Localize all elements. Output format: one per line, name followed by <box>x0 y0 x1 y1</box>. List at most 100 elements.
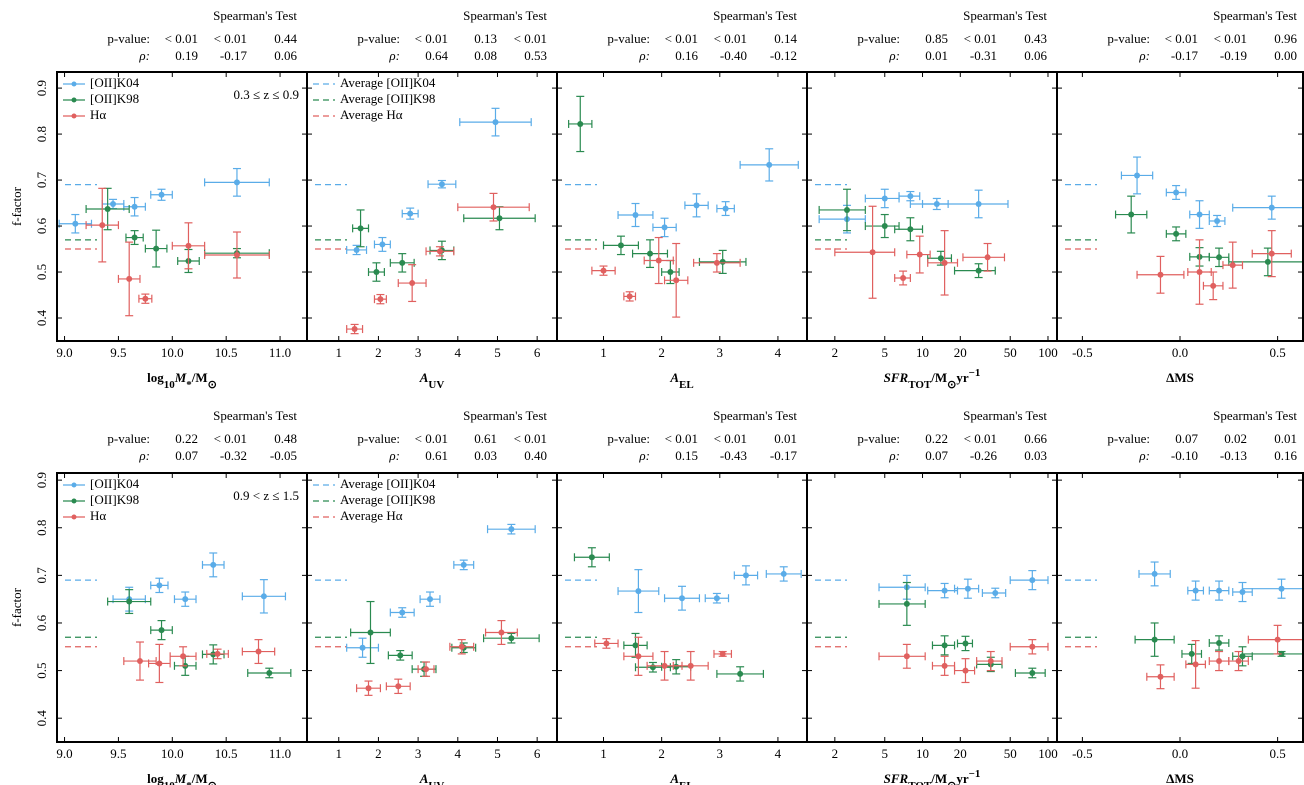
plot-area <box>565 547 802 682</box>
x-label-part: log <box>147 771 164 785</box>
point <box>158 191 165 198</box>
stats-title: Spearman's Test <box>213 8 297 23</box>
point <box>496 215 503 222</box>
x-tick-label: 20 <box>954 746 967 761</box>
p-value: < 0.01 <box>514 431 547 446</box>
point <box>900 275 907 282</box>
point <box>687 662 694 669</box>
p-value: 0.61 <box>474 431 497 446</box>
rho-value: -0.40 <box>720 48 747 63</box>
point <box>1264 258 1271 265</box>
legend-marker <box>71 113 77 119</box>
point <box>427 596 434 603</box>
point <box>1029 669 1036 676</box>
y-tick-label: 0.4 <box>34 710 49 727</box>
stats-title: Spearman's Test <box>713 8 797 23</box>
y-tick-label: 0.4 <box>34 309 49 326</box>
p-value: 0.85 <box>925 31 948 46</box>
point <box>1210 282 1217 289</box>
x-label-part: ⊙ <box>208 780 217 785</box>
rho-value: 0.15 <box>675 448 698 463</box>
stats-title: Spearman's Test <box>1213 408 1297 423</box>
point <box>365 685 372 692</box>
point <box>635 653 642 660</box>
rho-value: 0.61 <box>425 448 448 463</box>
x-tick-label: 10 <box>916 345 929 360</box>
p-value: < 0.01 <box>714 31 747 46</box>
point <box>679 595 685 602</box>
legend-label: Average [OII]K04 <box>340 75 436 90</box>
point <box>214 650 221 657</box>
rho-value: -0.26 <box>970 448 998 463</box>
x-tick-label: 4 <box>455 345 462 360</box>
rho-value: 0.16 <box>1274 448 1297 463</box>
x-label-part: SFR <box>884 771 909 785</box>
point <box>843 206 850 213</box>
p-value: < 0.01 <box>214 431 247 446</box>
p-label: p-value: <box>607 31 650 46</box>
point <box>266 669 273 676</box>
point <box>964 585 971 592</box>
point <box>126 598 133 605</box>
x-tick-label: 9.5 <box>110 746 126 761</box>
p-value: 0.01 <box>774 431 797 446</box>
x-tick-label: 2 <box>375 746 382 761</box>
point <box>490 204 497 211</box>
point <box>588 554 595 561</box>
p-label: p-value: <box>107 31 150 46</box>
rho-value: 0.03 <box>1024 448 1047 463</box>
p-label: p-value: <box>1107 431 1150 446</box>
x-tick-label: 9.0 <box>56 746 72 761</box>
legend-label: [OII]K04 <box>90 476 140 491</box>
point <box>460 561 467 568</box>
stats-title: Spearman's Test <box>963 8 1047 23</box>
rho-value: 0.08 <box>474 48 497 63</box>
x-label-part: log <box>147 370 164 385</box>
point <box>992 589 999 596</box>
x-label-part: M <box>174 370 187 385</box>
point <box>153 245 160 252</box>
legend-label: Average Hα <box>340 107 403 122</box>
x-label: log10M*/M⊙ <box>147 370 217 391</box>
p-value: 0.96 <box>1274 31 1297 46</box>
legend-marker <box>71 482 77 488</box>
p-value: < 0.01 <box>514 31 547 46</box>
x-tick-label: 5 <box>882 746 889 761</box>
x-label-part: * <box>186 379 192 391</box>
rho-value: 0.40 <box>524 448 547 463</box>
point <box>353 246 360 253</box>
p-value: 0.43 <box>1024 31 1047 46</box>
point <box>367 629 374 636</box>
rho-value: -0.31 <box>970 48 997 63</box>
point <box>492 119 499 126</box>
x-label: ΔMS <box>1166 771 1194 785</box>
x-label-part: /M <box>930 370 947 385</box>
p-value: 0.01 <box>1274 431 1297 446</box>
point <box>984 254 991 261</box>
panel-frame <box>556 71 808 342</box>
rho-label: ρ: <box>888 48 900 63</box>
x-tick-label: 11.0 <box>269 746 291 761</box>
point <box>508 635 515 642</box>
legend-label: [OII]K04 <box>90 75 140 90</box>
x-tick-label: 4 <box>775 746 782 761</box>
x-label-part: A <box>669 370 679 385</box>
x-label: AUV <box>419 370 445 391</box>
rho-value: -0.13 <box>1220 448 1247 463</box>
x-label-part: /M <box>191 771 208 785</box>
rho-value: -0.17 <box>770 448 798 463</box>
point <box>1274 636 1281 643</box>
point <box>185 242 192 249</box>
point <box>136 658 143 665</box>
point <box>1151 570 1158 577</box>
rho-label: ρ: <box>388 48 400 63</box>
p-value: 0.44 <box>274 31 297 46</box>
x-label-part: −1 <box>969 367 981 379</box>
x-tick-label: 50 <box>1004 345 1017 360</box>
point <box>1216 658 1223 665</box>
y-tick-label: 0.5 <box>34 264 49 280</box>
point <box>673 277 680 284</box>
point <box>1157 271 1164 278</box>
plot-area <box>1065 156 1303 305</box>
